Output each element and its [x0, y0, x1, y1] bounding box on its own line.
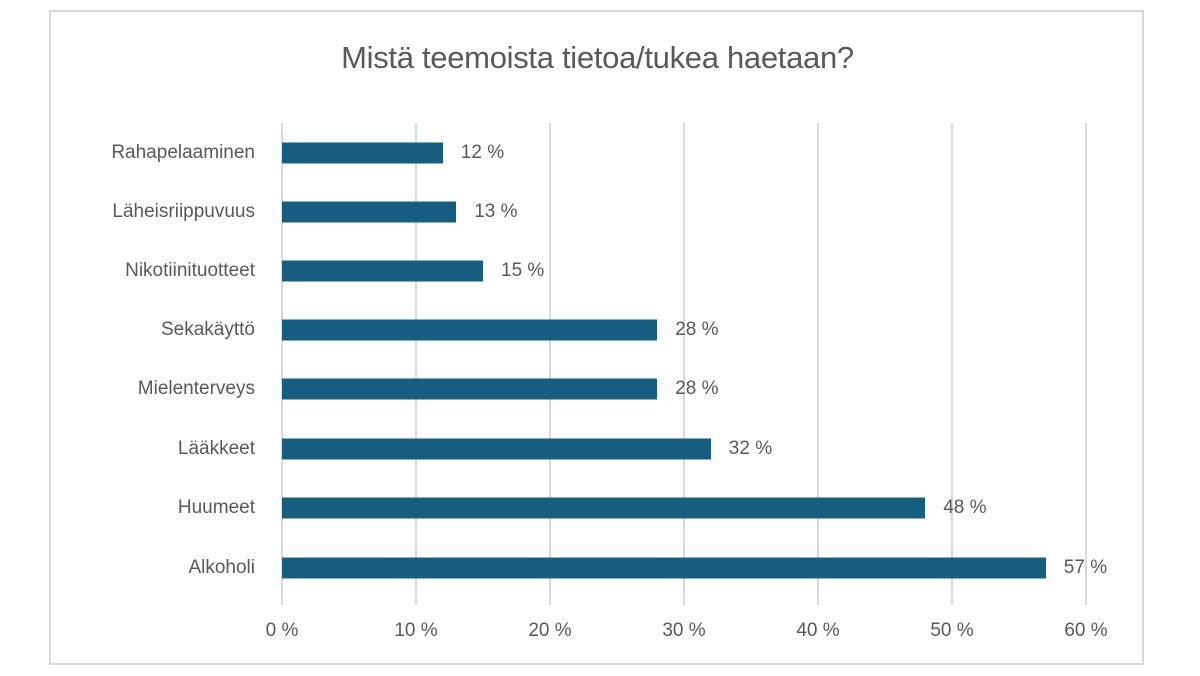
gridline-20	[549, 123, 551, 605]
x-tick: 10 %	[394, 620, 438, 641]
x-tick: 50 %	[930, 620, 974, 641]
x-tick: 30 %	[662, 620, 706, 641]
bar	[282, 260, 483, 282]
x-tick: 40 %	[796, 620, 840, 641]
category-label: Sekakäyttö	[161, 319, 255, 340]
x-tick: 20 %	[528, 620, 572, 641]
bar	[282, 378, 658, 400]
category-label: Lääkkeet	[177, 438, 255, 459]
category-label: Alkoholi	[188, 557, 255, 578]
bar	[282, 557, 1046, 579]
data-label: 32 %	[728, 438, 773, 459]
data-label: 15 %	[501, 260, 545, 281]
gridline-10	[415, 123, 417, 605]
gridline-50	[951, 123, 953, 605]
bar	[282, 438, 711, 460]
gridline-40	[817, 123, 819, 605]
data-label: 13 %	[474, 201, 518, 222]
category-label: Huumeet	[177, 497, 255, 518]
category-label: Nikotiinituotteet	[125, 260, 255, 281]
category-label: Läheisriippuvuus	[112, 201, 255, 222]
data-label: 57 %	[1063, 557, 1108, 578]
bar	[282, 319, 658, 341]
gridline-60	[1085, 123, 1087, 605]
bar	[282, 142, 443, 164]
x-tick: 0 %	[265, 620, 299, 641]
category-label: Rahapelaaminen	[111, 142, 255, 163]
data-label: 28 %	[675, 378, 719, 399]
x-tick: 60 %	[1064, 620, 1108, 641]
plot-area	[281, 123, 1087, 605]
data-label: 28 %	[675, 319, 719, 340]
bar	[282, 497, 926, 519]
data-label: 48 %	[943, 497, 987, 518]
gridline-30	[683, 123, 685, 605]
gridline-0	[281, 123, 283, 605]
category-label: Mielenterveys	[137, 378, 255, 399]
bar	[282, 201, 457, 223]
data-label: 12 %	[460, 142, 505, 163]
chart-title: Mistä teemoista tietoa/tukea haetaan?	[341, 40, 854, 75]
